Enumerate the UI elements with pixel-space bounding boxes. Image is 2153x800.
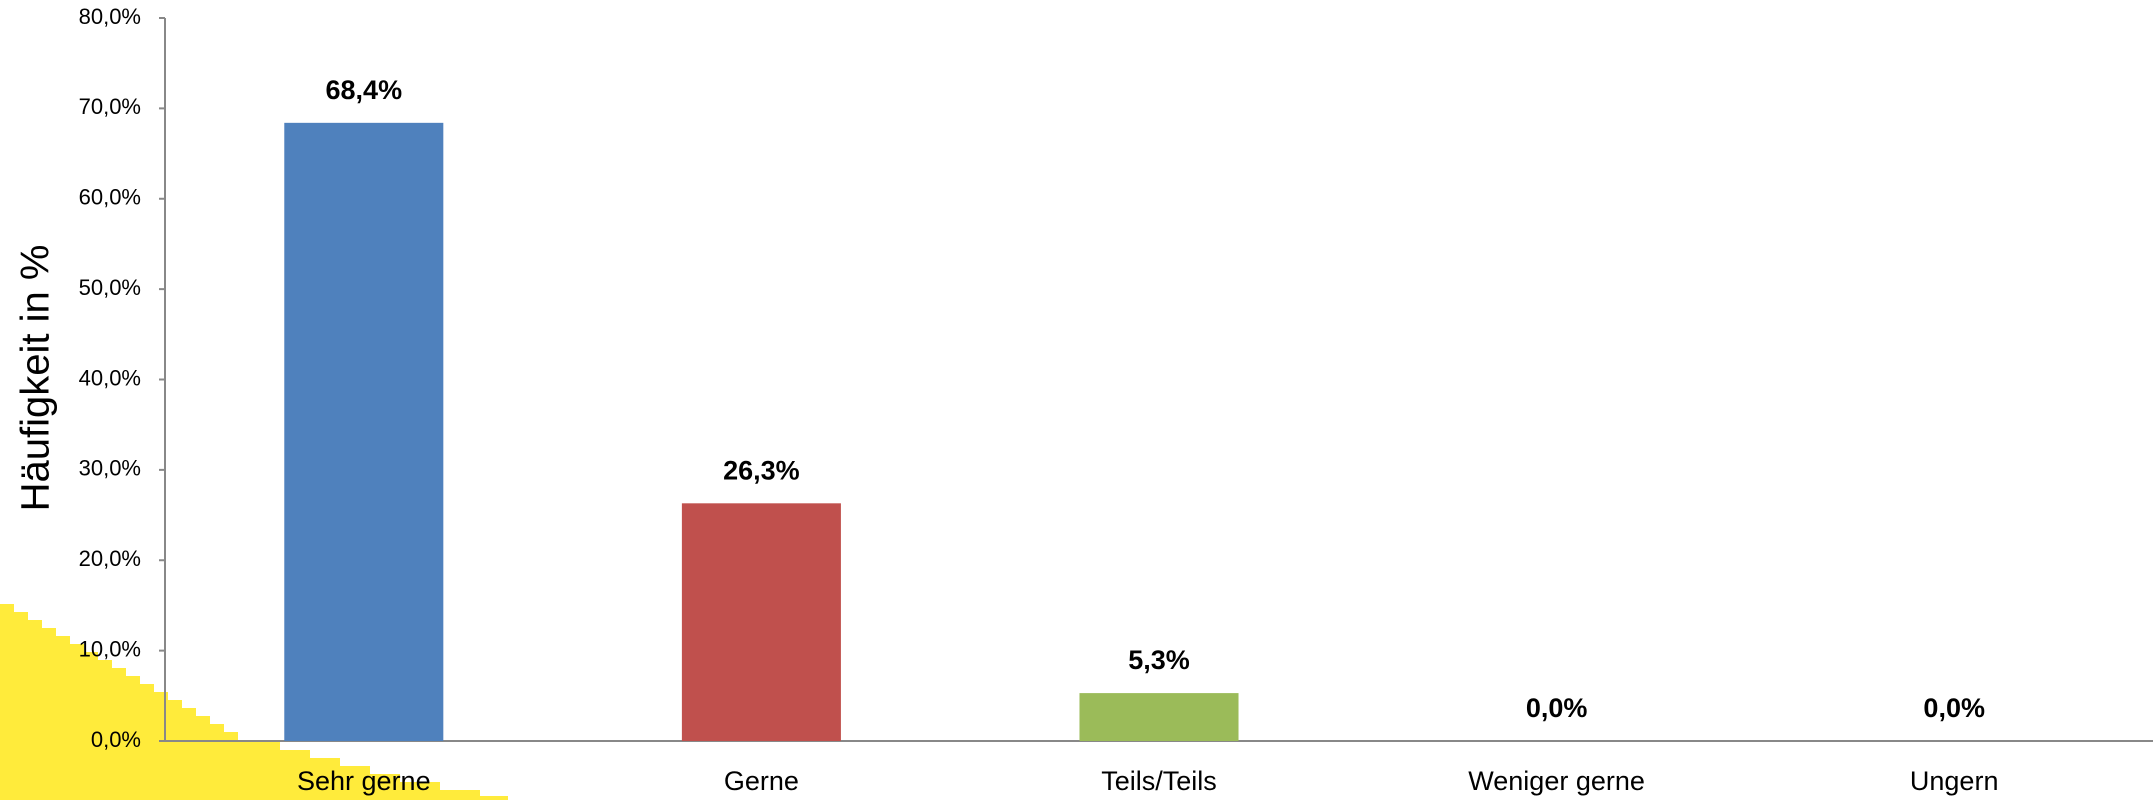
data-label: 0,0% [1526,693,1588,723]
bar [681,503,841,741]
y-tick-label: 60,0% [79,185,141,210]
y-tick-label: 80,0% [79,4,141,29]
x-tick-label: Weniger gerne [1468,766,1645,796]
y-tick-label: 30,0% [79,456,141,481]
x-tick-label: Ungern [1910,766,1999,796]
y-tick-label: 10,0% [79,636,141,661]
data-label: 0,0% [1923,693,1985,723]
y-axis-title: Häufigkeit in % [14,245,58,512]
y-tick-label: 20,0% [79,546,141,571]
y-tick-label: 0,0% [91,727,141,752]
y-tick-label: 70,0% [79,94,141,119]
data-label: 68,4% [326,75,403,105]
y-tick-label: 40,0% [79,365,141,390]
data-label: 26,3% [723,455,800,485]
yellow-decoration [0,604,508,800]
bar [284,122,444,741]
x-tick-label: Gerne [724,766,799,796]
y-tick-label: 50,0% [79,275,141,300]
data-label: 5,3% [1128,645,1190,675]
bar [1079,693,1239,741]
x-tick-label: Teils/Teils [1101,766,1217,796]
x-tick-label: Sehr gerne [297,766,431,796]
